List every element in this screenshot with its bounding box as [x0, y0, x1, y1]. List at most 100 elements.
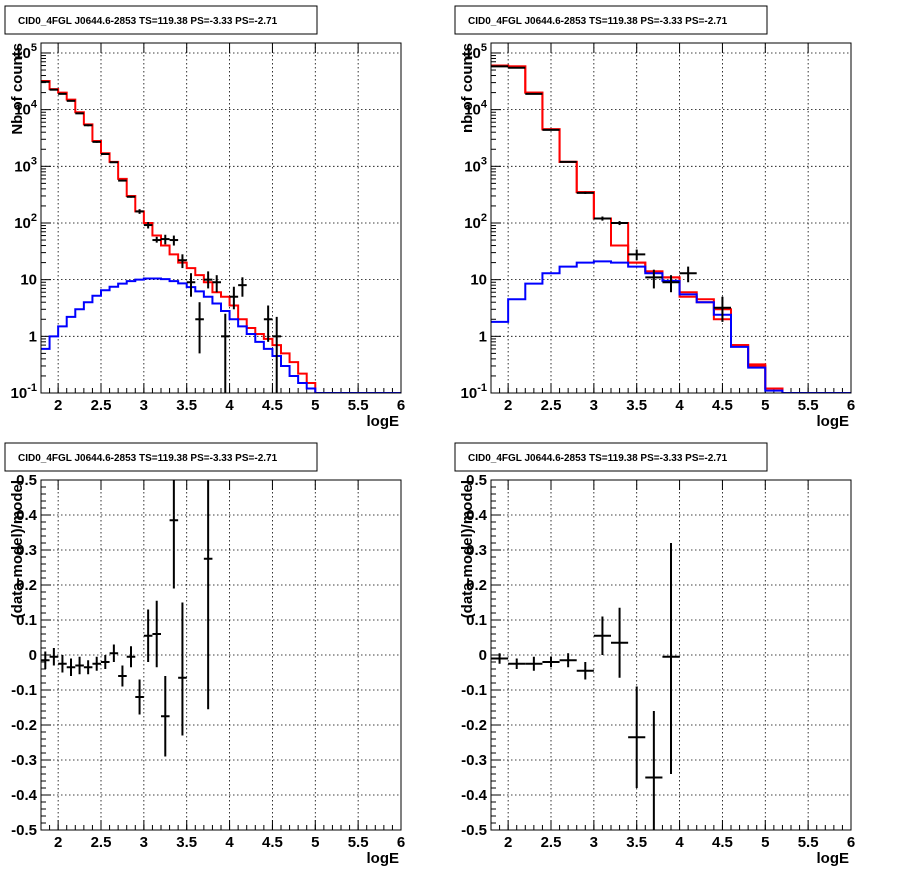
title-box: [4, 442, 318, 472]
y-tick-label-exp: 5: [481, 42, 487, 54]
x-tick-label: 4.5: [262, 397, 283, 414]
y-tick-label-base: 10: [14, 45, 31, 62]
x-tick-label: 3: [140, 397, 148, 414]
y-tick-label-exp: 3: [481, 155, 487, 167]
y-tick-label: 102: [464, 212, 487, 232]
plot-frame: [490, 479, 852, 831]
y-tick-label-exp: -1: [27, 382, 37, 394]
y-axis-label: (data-model)/model: [459, 480, 476, 618]
chart-title: CID0_4FGL J0644.6-2853 TS=119.38 PS=-3.3…: [468, 16, 728, 27]
x-tick-label: 5: [311, 397, 319, 414]
x-tick-label: 6: [397, 397, 405, 414]
y-tick-label-exp: 4: [31, 99, 38, 111]
y-tick-label: 105: [14, 42, 37, 62]
x-tick-label: 2.5: [541, 834, 562, 851]
panel-top-left-counts: CID0_4FGL J0644.6-2853 TS=119.38 PS=-3.3…: [4, 5, 405, 430]
x-tick-label: 2: [54, 834, 62, 851]
x-tick-label: 2.5: [91, 397, 112, 414]
y-tick-label-base: 10: [11, 385, 28, 402]
y-tick-label: 0.4: [466, 507, 488, 524]
y-tick-label: 0: [29, 647, 37, 664]
y-tick-label: 10: [20, 272, 37, 289]
x-tick-label: 3.5: [626, 834, 647, 851]
y-tick-label: 0.3: [466, 542, 487, 559]
y-tick-label-exp: 2: [481, 212, 487, 224]
y-tick-label: -0.1: [11, 682, 37, 699]
x-tick-label: 4: [225, 834, 234, 851]
y-axis-label: nb of counts: [459, 43, 476, 133]
y-tick-label-base: 10: [464, 102, 481, 119]
plot-area: [41, 480, 213, 757]
y-tick-label-base: 10: [464, 158, 481, 175]
x-tick-label: 4.5: [262, 834, 283, 851]
y-tick-label: -0.4: [461, 787, 488, 804]
title-box: [454, 442, 768, 472]
y-tick-label: 104: [464, 99, 488, 119]
y-tick-label: 1: [479, 328, 487, 345]
y-tick-label: 0: [479, 647, 487, 664]
y-tick-label-base: 10: [461, 385, 478, 402]
x-axis-label: logE: [367, 850, 400, 867]
plot-frame: [40, 42, 402, 394]
y-tick-label-base: 10: [14, 215, 31, 232]
y-tick-label-base: 10: [464, 215, 481, 232]
y-tick-label: 10-1: [461, 382, 487, 402]
x-tick-label: 3.5: [176, 397, 197, 414]
y-tick-label: 104: [14, 99, 38, 119]
y-tick-label: 10-1: [11, 382, 37, 402]
y-tick-label: -0.5: [11, 822, 37, 839]
y-tick-label: 0.1: [466, 612, 487, 629]
title-box: [4, 5, 318, 35]
x-tick-label: 4.5: [712, 397, 733, 414]
x-tick-label: 2: [504, 834, 512, 851]
y-tick-label: 105: [464, 42, 487, 62]
y-tick-label: 10: [470, 272, 487, 289]
plot-frame: [490, 42, 852, 394]
x-tick-label: 3: [590, 397, 598, 414]
y-tick-label-base: 10: [464, 45, 481, 62]
panel-bottom-left-residuals: CID0_4FGL J0644.6-2853 TS=119.38 PS=-3.3…: [4, 442, 405, 867]
panel-top-right-counts: CID0_4FGL J0644.6-2853 TS=119.38 PS=-3.3…: [454, 5, 855, 430]
series-line-blue: [41, 277, 401, 393]
y-tick-label: -0.3: [461, 752, 487, 769]
y-axis-label: Nb of counts: [9, 43, 26, 135]
chart-title: CID0_4FGL J0644.6-2853 TS=119.38 PS=-3.3…: [18, 16, 278, 27]
y-tick-label: -0.2: [461, 717, 487, 734]
x-axis-label: logE: [817, 850, 850, 867]
chart-title: CID0_4FGL J0644.6-2853 TS=119.38 PS=-3.3…: [468, 453, 728, 464]
x-tick-label: 2.5: [541, 397, 562, 414]
series-line-red: [41, 80, 401, 393]
y-tick-label-exp: 4: [481, 99, 488, 111]
x-tick-label: 2: [54, 397, 62, 414]
x-tick-label: 2: [504, 397, 512, 414]
y-tick-label-exp: 3: [31, 155, 37, 167]
plot-area: [491, 64, 851, 393]
y-tick-label-base: 10: [14, 102, 31, 119]
x-tick-label: 6: [397, 834, 405, 851]
x-tick-label: 4: [675, 397, 684, 414]
plot-area: [41, 80, 401, 393]
y-tick-label: 0.4: [16, 507, 38, 524]
x-tick-label: 4: [225, 397, 234, 414]
y-tick-label: -0.2: [11, 717, 37, 734]
y-tick-label: -0.1: [461, 682, 487, 699]
y-tick-label: 103: [464, 155, 487, 175]
x-tick-label: 5.5: [348, 397, 369, 414]
series-line-red: [491, 64, 851, 393]
x-tick-label: 6: [847, 397, 855, 414]
y-tick-label: -0.4: [11, 787, 38, 804]
y-tick-label: -0.5: [461, 822, 487, 839]
x-tick-label: 3.5: [626, 397, 647, 414]
x-tick-label: 5: [761, 834, 769, 851]
x-tick-label: 5.5: [348, 834, 369, 851]
x-tick-label: 5.5: [798, 834, 819, 851]
series-line-blue: [491, 260, 851, 393]
y-tick-label-exp: 2: [31, 212, 37, 224]
x-tick-label: 3: [590, 834, 598, 851]
y-tick-label: 1: [29, 328, 37, 345]
x-tick-label: 3.5: [176, 834, 197, 851]
series-line-red: [491, 64, 851, 393]
x-tick-label: 4: [675, 834, 684, 851]
y-axis-label: (data-model)/model: [9, 480, 26, 618]
